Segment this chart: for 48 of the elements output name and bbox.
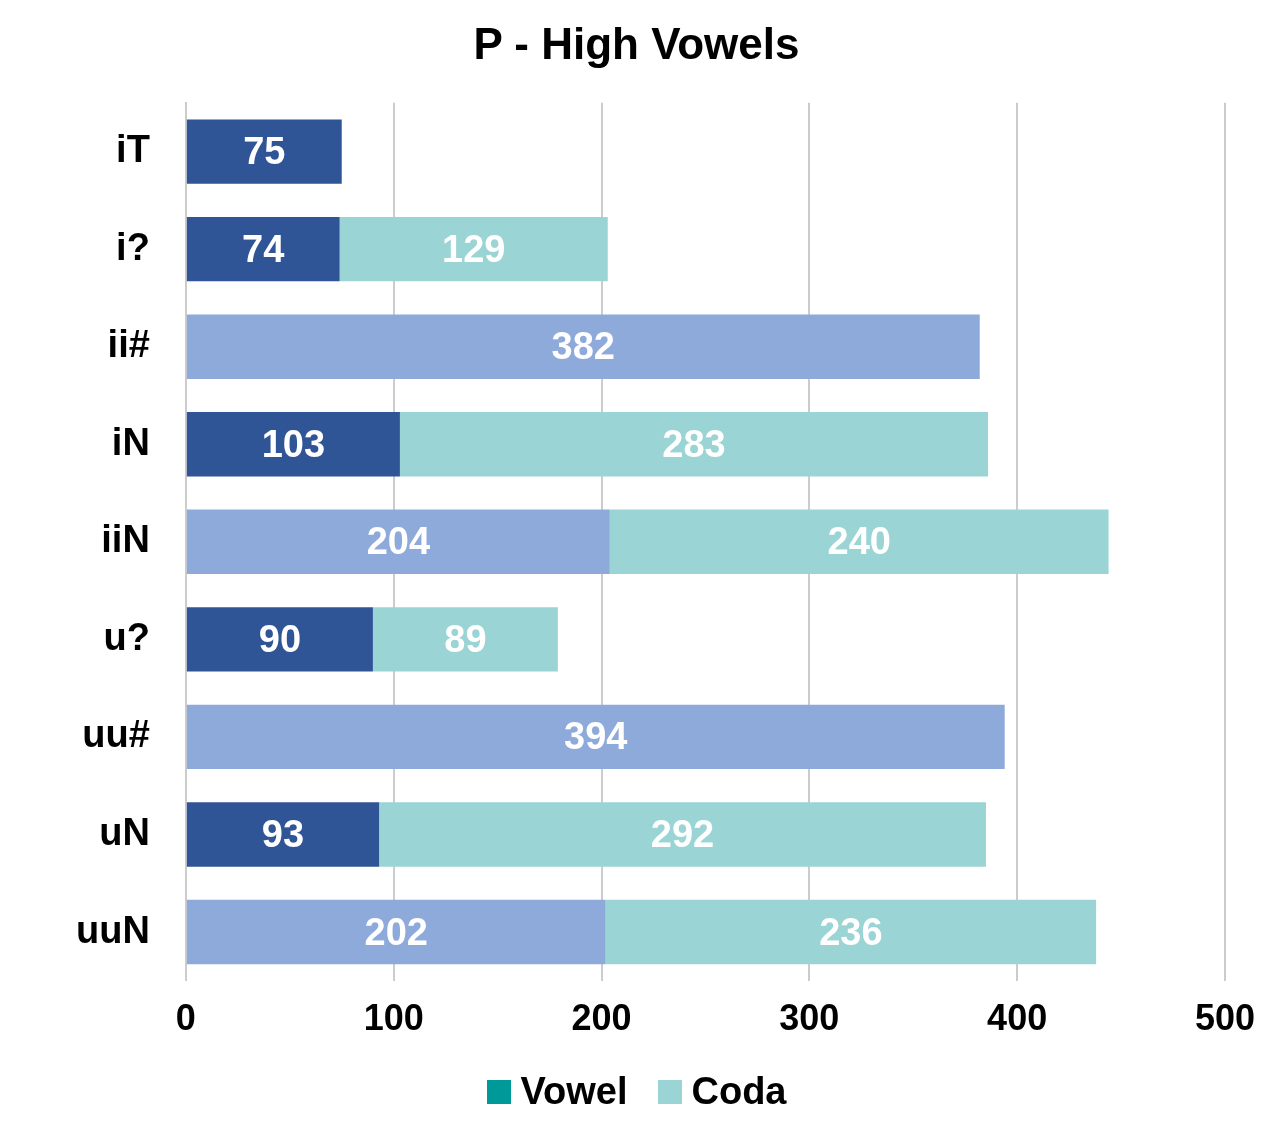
y-tick-label: uu#: [82, 713, 150, 756]
y-tick-label: u?: [103, 615, 150, 658]
x-tick-label: 0: [175, 997, 196, 1039]
x-tick-label: 100: [363, 997, 424, 1039]
data-label: 283: [662, 422, 726, 465]
data-label: 240: [827, 520, 891, 563]
chart-title: P - High Vowels: [473, 18, 800, 68]
x-tick-label: 200: [571, 997, 632, 1039]
data-label: 89: [444, 617, 487, 660]
y-tick-label: uN: [99, 810, 150, 853]
bar: [186, 412, 400, 477]
y-tick-label: iiN: [101, 518, 150, 561]
x-tick-label: 400: [987, 997, 1048, 1039]
bar: [186, 899, 606, 965]
y-tick-label: ii#: [107, 323, 150, 366]
bar: [186, 119, 342, 184]
data-label: 382: [551, 325, 616, 368]
data-label: 93: [261, 812, 305, 855]
data-label: 129: [441, 227, 506, 270]
y-tick-label: i?: [116, 225, 150, 268]
y-tick-label: iN: [111, 420, 150, 463]
y-tick-label: iT: [116, 128, 150, 171]
text: Vowel: [520, 1070, 628, 1113]
bar: [605, 899, 1097, 965]
y-tick-label: uuN: [75, 908, 150, 951]
bar: [372, 607, 558, 672]
bar: [609, 509, 1109, 574]
bar: [186, 704, 1005, 770]
data-label: 394: [564, 715, 628, 758]
x-tick-label: 500: [1194, 997, 1256, 1039]
data-label: 292: [650, 812, 715, 855]
bar: [186, 216, 340, 282]
bar: [186, 509, 610, 574]
data-label: 204: [366, 520, 431, 563]
data-label: 90: [258, 617, 302, 660]
bar: [186, 607, 373, 672]
data-label: 236: [819, 910, 883, 953]
bar: [339, 216, 608, 282]
data-label: 103: [261, 422, 326, 465]
legend-label: Coda: [691, 1070, 787, 1113]
x-tick-label: 300: [779, 997, 840, 1039]
bar: [399, 412, 989, 477]
data-label: 75: [243, 130, 286, 173]
bar: [379, 802, 986, 867]
data-label: 202: [364, 910, 428, 953]
data-label: 74: [242, 227, 285, 270]
bar: [186, 314, 980, 379]
bar: [186, 802, 380, 867]
